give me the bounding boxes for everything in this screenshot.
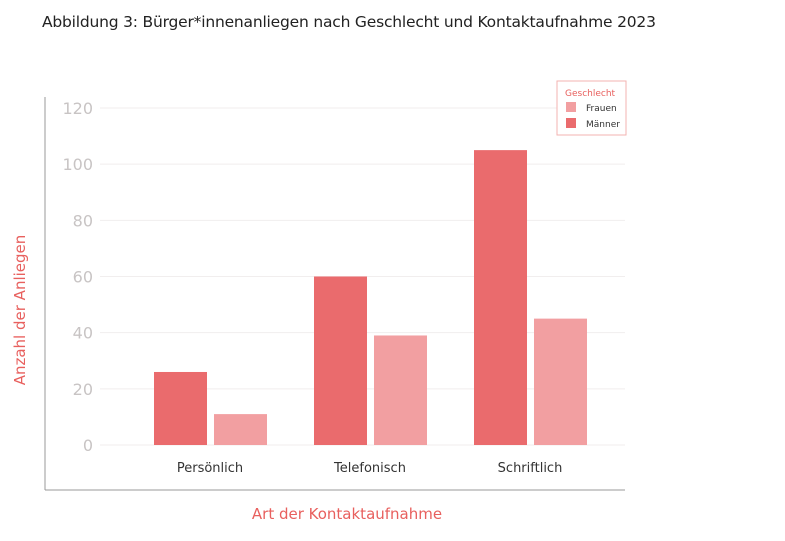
- legend-title: Geschlecht: [565, 89, 616, 99]
- bar-männer-telefonisch: [314, 276, 367, 445]
- y-axis-label: Anzahl der Anliegen: [11, 235, 29, 386]
- x-axis-label: Art der Kontaktaufnahme: [252, 505, 442, 523]
- x-tick-label: Telefonisch: [333, 461, 406, 476]
- legend-swatch-frauen: [566, 102, 576, 112]
- y-tick-label: 20: [73, 380, 93, 399]
- bar-männer-persönlich: [154, 371, 207, 445]
- chart-title: Abbildung 3: Bürger*innenanliegen nach G…: [42, 13, 656, 31]
- y-tick-label: 0: [83, 436, 93, 455]
- bar-männer-schriftlich: [474, 150, 527, 445]
- x-tick-label: Schriftlich: [498, 461, 563, 476]
- y-tick-label: 40: [73, 324, 93, 343]
- y-tick-label: 100: [62, 155, 93, 174]
- legend-label: Frauen: [586, 104, 617, 114]
- x-tick-label: Persönlich: [177, 461, 243, 476]
- bar-frauen-schriftlich: [534, 318, 587, 445]
- y-tick-label: 120: [62, 99, 93, 118]
- legend-swatch-männer: [566, 118, 576, 128]
- bar-frauen-persönlich: [214, 414, 267, 445]
- y-tick-label: 60: [73, 268, 93, 287]
- bar-frauen-telefonisch: [374, 335, 427, 445]
- legend-label: Männer: [586, 120, 620, 130]
- y-tick-label: 80: [73, 211, 93, 230]
